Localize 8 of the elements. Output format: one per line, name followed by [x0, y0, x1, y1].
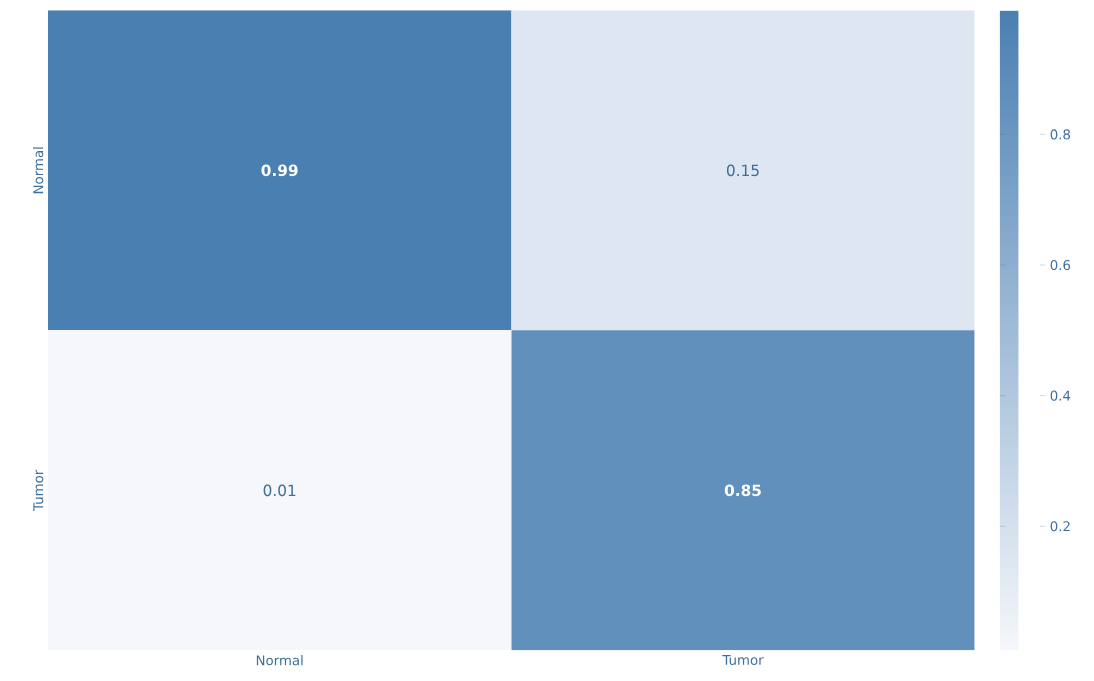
data-label: 0.99 — [261, 164, 298, 177]
color-bar-label: 0.4 — [1050, 390, 1071, 401]
color-bar-label: 0.8 — [1050, 129, 1071, 140]
color-bar-label: 0.6 — [1050, 259, 1071, 271]
color-bar-label: 0.2 — [1050, 521, 1070, 532]
data-label: 0.85 — [724, 484, 761, 497]
data-label: 0.01 — [263, 484, 296, 497]
data-label: 0.15 — [726, 164, 759, 177]
